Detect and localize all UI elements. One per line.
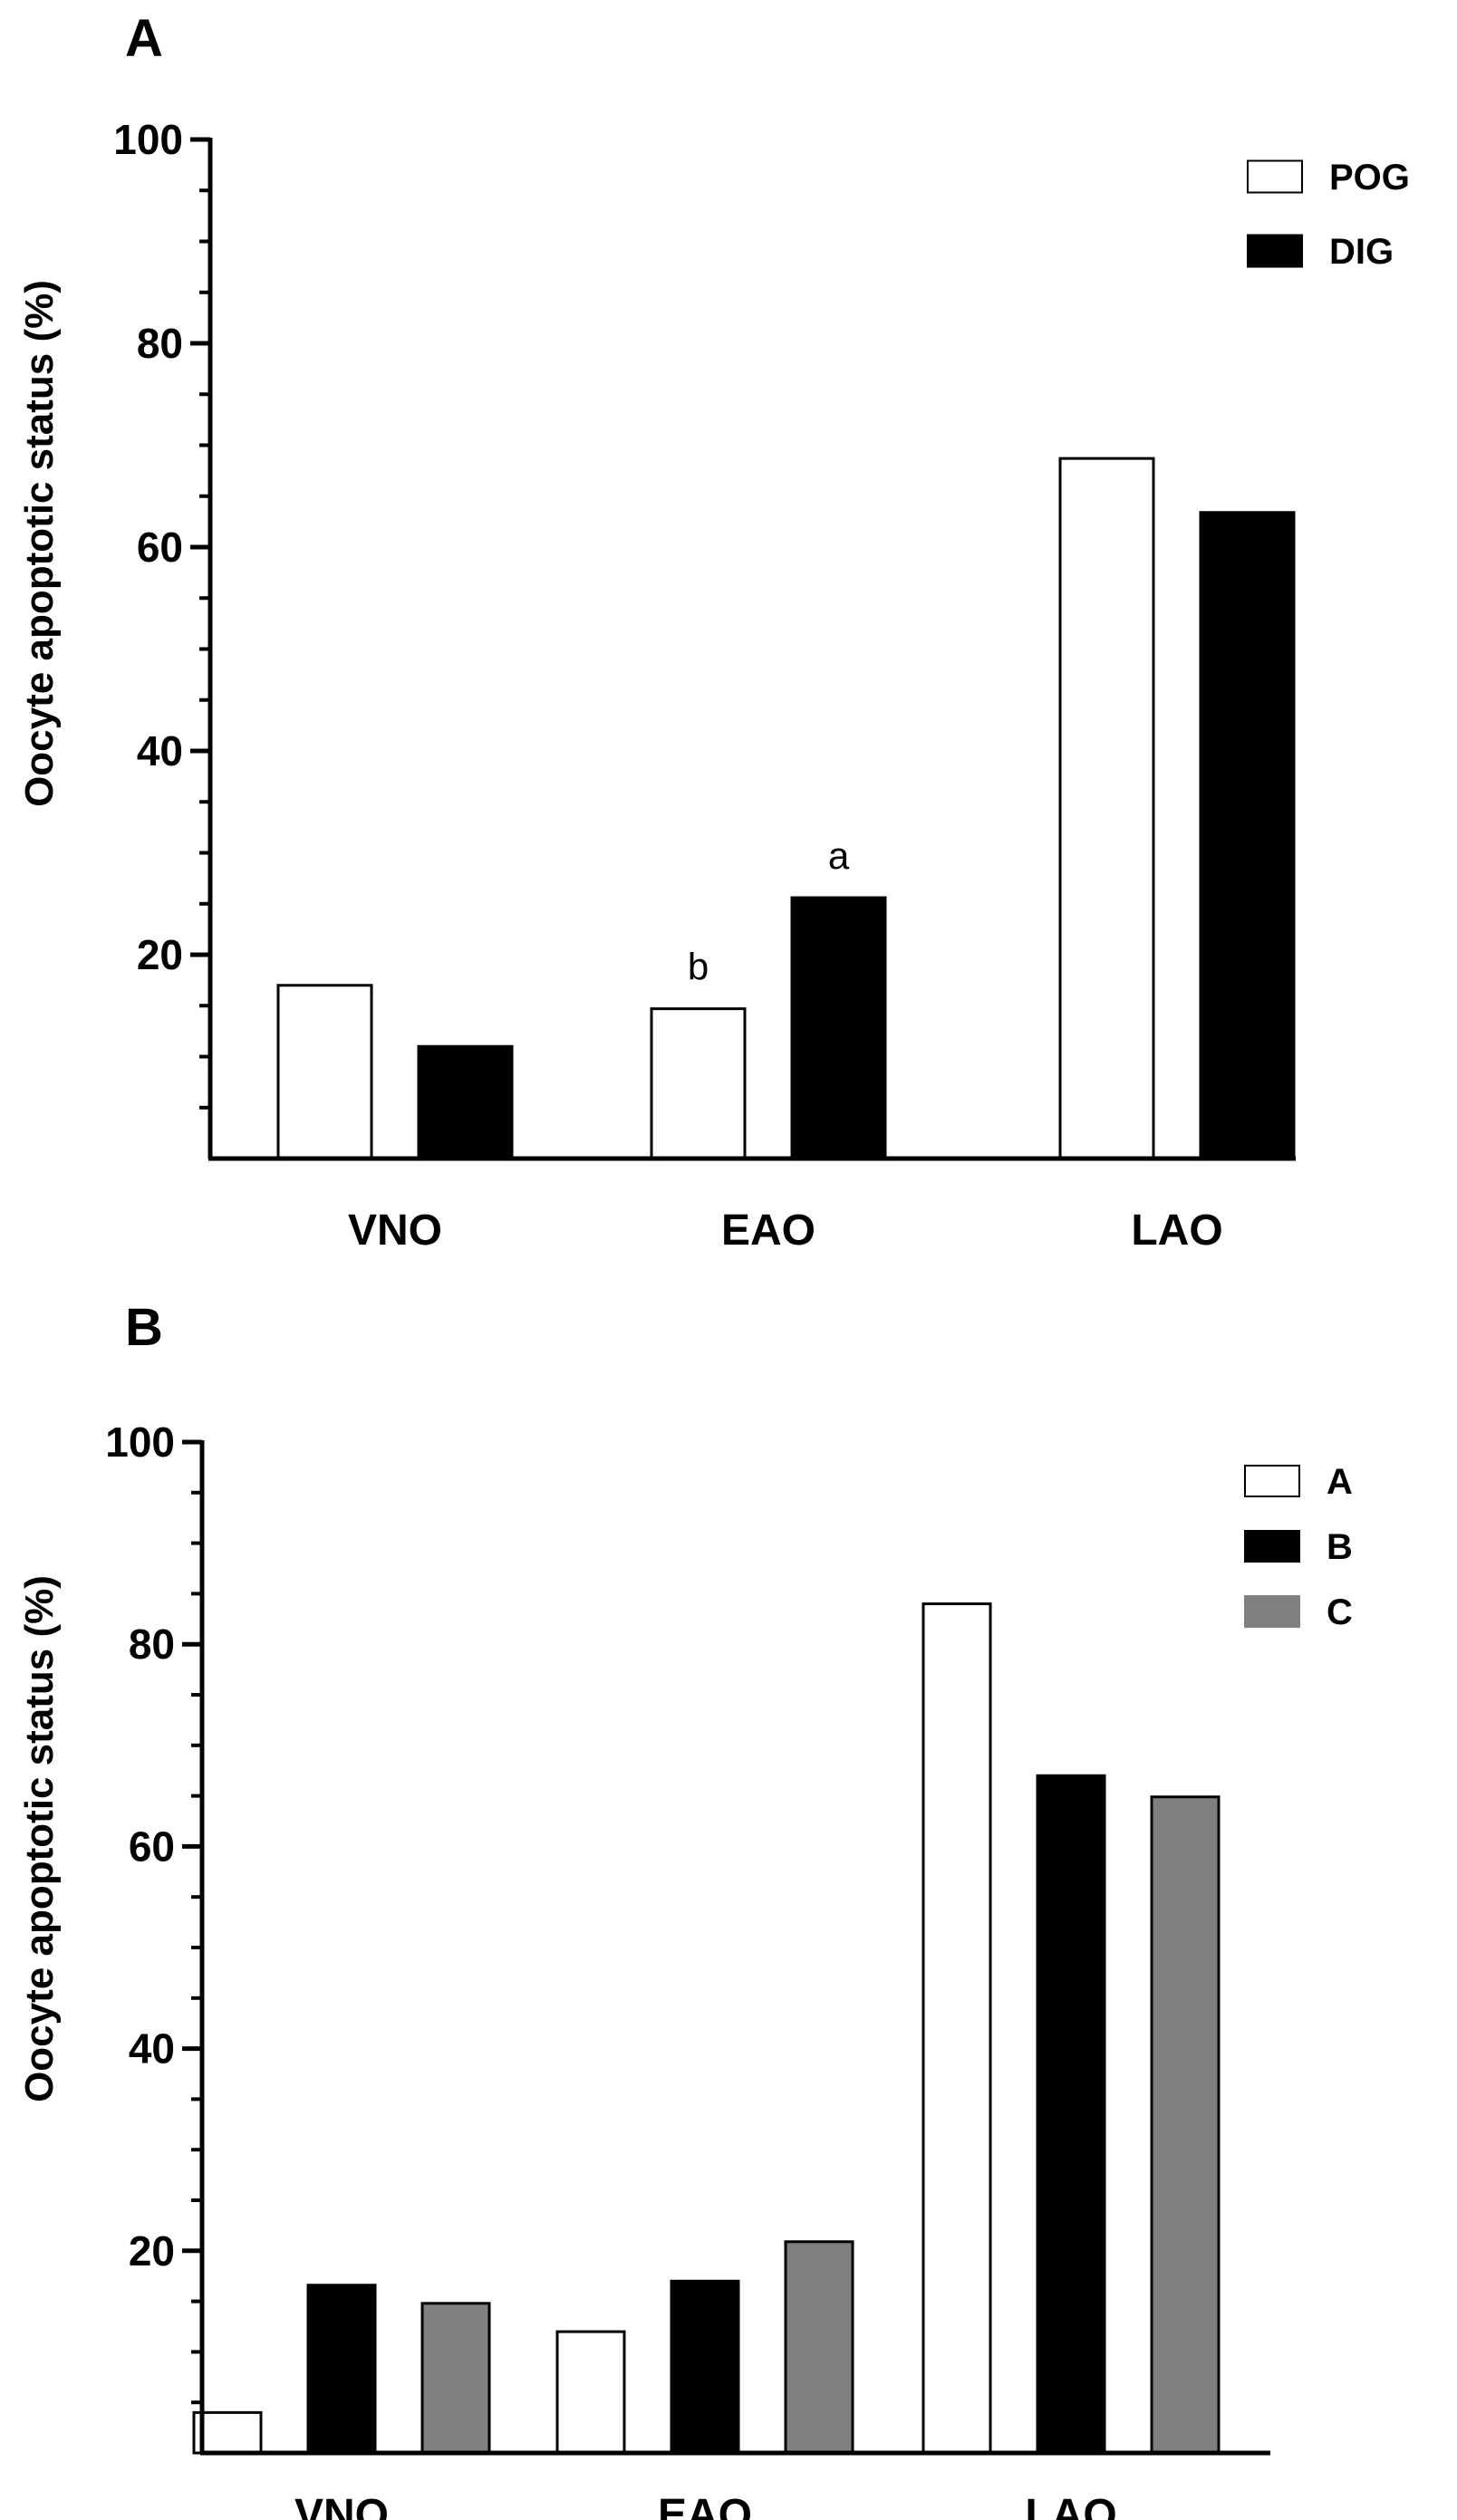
x-tick-label-vno: VNO	[348, 1207, 442, 1255]
legend-label-b-b: B	[1327, 1527, 1353, 1567]
plot-area-a: VNO b a EAO LAO 20 40 60 80 100 POG DIG	[113, 116, 1410, 1255]
y-tick-label-20: 20	[129, 2227, 175, 2275]
y-axis-title-b: Oocyte apoptotic status (%)	[17, 1575, 62, 2102]
y-tick-label-80: 80	[137, 320, 183, 367]
significance-letter-b: b	[688, 946, 709, 988]
x-tick-label-eao: EAO	[658, 2491, 752, 2520]
panel-label-a: A	[125, 9, 163, 68]
y-tick-label-60: 60	[129, 1823, 175, 1870]
y-tick-label-100: 100	[105, 1419, 175, 1466]
legend-swatch-b-c	[1244, 1595, 1300, 1628]
bar-a-eao-dig	[790, 896, 887, 1160]
bar-a-lao-dig	[1199, 511, 1296, 1160]
legend-swatch-a-pog	[1247, 159, 1303, 194]
panel-label-b: B	[125, 1298, 163, 1357]
x-tick-label-vno: VNO	[294, 2491, 389, 2520]
bar-a-vno-pog	[276, 984, 373, 1160]
bar-a-eao-pog	[650, 1007, 747, 1160]
bar-b-eao-a	[555, 2330, 626, 2455]
bar-a-vno-dig	[417, 1044, 514, 1160]
y-tick-label-80: 80	[129, 1621, 175, 1668]
y-tick-label-60: 60	[137, 524, 183, 571]
panel-b: B Oocyte apoptotic status (%) VNO EAO LAO 2…	[17, 1298, 1353, 2520]
bar-b-vno-c	[420, 2302, 491, 2455]
legend-swatch-b-b	[1244, 1530, 1300, 1563]
panel-a: A Oocyte apoptotic status (%) VNO b a EAO LA…	[17, 9, 1410, 1255]
legend-label-b-c: C	[1327, 1592, 1353, 1632]
x-tick-label-lao: LAO	[1025, 2491, 1116, 2520]
legend-label-a-dig: DIG	[1329, 232, 1394, 272]
legend-swatch-b-a	[1244, 1465, 1300, 1497]
bar-b-lao-c	[1150, 1795, 1221, 2455]
bar-b-eao-b	[670, 2279, 740, 2455]
bar-a-lao-pog	[1058, 457, 1155, 1160]
plot-area-b: VNO EAO LAO 20 40 60 80 100 ABC	[105, 1419, 1353, 2520]
legend-swatch-a-dig	[1247, 234, 1303, 268]
bar-b-vno-b	[306, 2284, 377, 2455]
bar-b-lao-a	[921, 1602, 992, 2455]
bar-b-eao-c	[784, 2240, 854, 2455]
significance-letter-a: a	[828, 834, 850, 877]
x-tick-label-eao: EAO	[721, 1207, 815, 1255]
x-tick-label-lao: LAO	[1131, 1207, 1222, 1255]
y-axis-title-a: Oocyte apoptotic status (%)	[17, 280, 62, 807]
y-tick-label-100: 100	[113, 116, 183, 163]
legend-label-b-a: A	[1327, 1462, 1353, 1502]
y-tick-label-40: 40	[129, 2025, 175, 2073]
y-tick-label-20: 20	[137, 931, 183, 978]
legend-label-a-pog: POG	[1329, 158, 1410, 197]
bar-b-lao-b	[1036, 1774, 1106, 2455]
y-tick-label-40: 40	[137, 727, 183, 774]
